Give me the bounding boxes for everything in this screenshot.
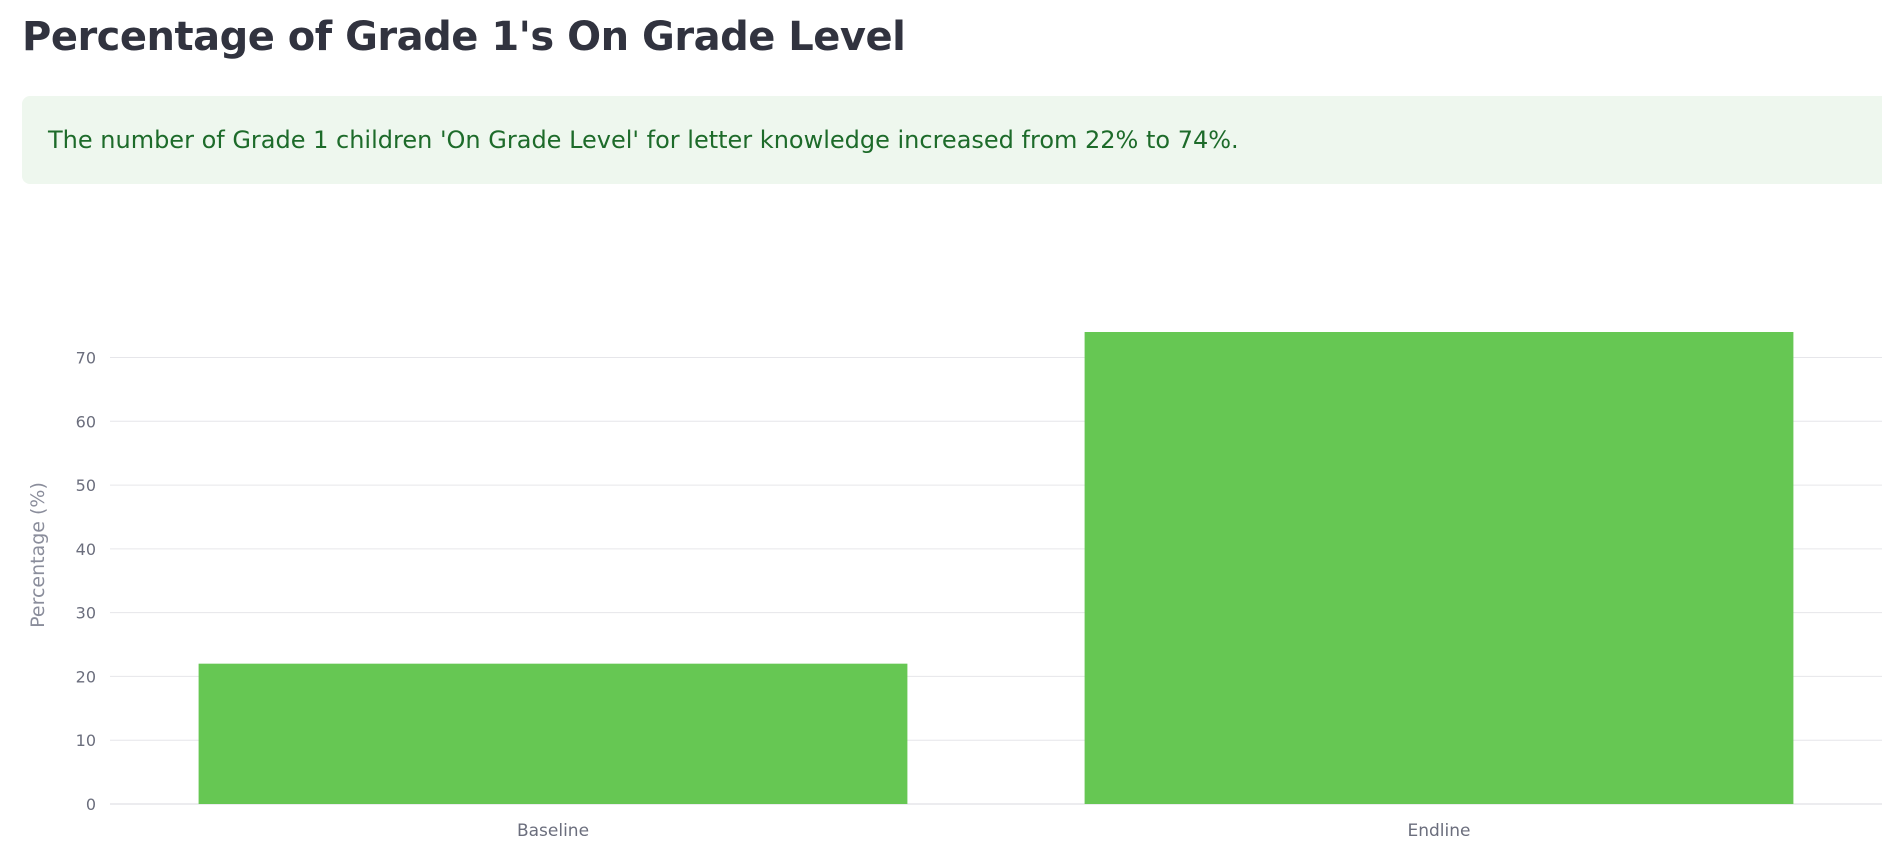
- success-alert: The number of Grade 1 children 'On Grade…: [22, 96, 1882, 184]
- x-tick-label: Endline: [1408, 821, 1471, 841]
- y-tick-label: 0: [86, 795, 96, 814]
- bar-baseline[interactable]: [198, 663, 908, 804]
- y-tick-label: 70: [76, 349, 96, 368]
- bar-endline[interactable]: [1084, 332, 1794, 804]
- bars: [198, 332, 1794, 804]
- y-tick-label: 40: [76, 540, 96, 559]
- y-tick-label: 50: [76, 476, 96, 495]
- x-tick-label: Baseline: [517, 821, 589, 841]
- y-tick-label: 30: [76, 604, 96, 623]
- x-axis-ticks: Baseline Endline: [517, 821, 1471, 841]
- y-tick-label: 60: [76, 412, 96, 431]
- alert-text: The number of Grade 1 children 'On Grade…: [48, 126, 1239, 154]
- y-axis-title: Percentage (%): [27, 482, 49, 628]
- y-tick-label: 10: [76, 731, 96, 750]
- y-axis-ticks: 0 10 20 30 40 50 60 70: [76, 349, 96, 814]
- page-title: Percentage of Grade 1's On Grade Level: [22, 14, 906, 60]
- y-tick-label: 20: [76, 667, 96, 686]
